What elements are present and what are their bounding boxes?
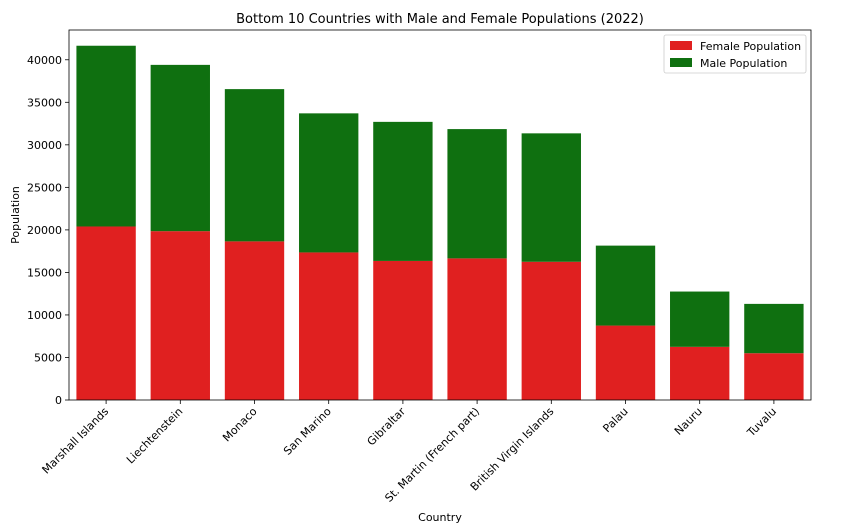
bar-female-6 [521,261,581,400]
plot-frame [68,29,812,401]
x-tick-label: Palau [600,405,630,435]
bar-female-8 [670,346,730,400]
legend-swatch-female [670,41,692,50]
y-tick-label: 15000 [27,266,62,279]
y-tick-label: 30000 [27,139,62,152]
bar-male-4 [373,121,433,261]
bar-male-5 [447,129,507,259]
x-axis: Marshall Islands Liechtenstein Monaco San M… [40,400,779,505]
bars [76,45,804,400]
legend-label-female: Female Population [700,40,801,53]
bar-male-9 [744,303,804,354]
x-tick-label: San Marino [281,405,334,458]
bar-male-3 [299,113,359,253]
x-tick-label: Marshall Islands [40,405,112,477]
y-tick-label: 5000 [34,351,62,364]
x-tick-label: British Virgin Islands [468,405,557,494]
bar-female-5 [447,258,507,400]
x-tick-label: Nauru [672,405,705,438]
bar-female-4 [373,260,433,400]
y-tick-label: 25000 [27,181,62,194]
bar-female-0 [76,226,136,400]
chart-title: Bottom 10 Countries with Male and Female… [236,12,644,27]
x-tick-label: Liechtenstein [124,405,185,466]
x-tick-label: Monaco [220,405,260,445]
bar-male-7 [595,245,656,326]
bar-male-6 [521,133,581,262]
bar-male-0 [76,45,136,227]
y-axis: 0 5000 10000 15000 20000 25000 30000 35000 40000 [27,54,69,407]
bar-male-1 [150,64,210,232]
y-tick-label: 35000 [27,96,62,109]
y-tick-label: 20000 [27,224,62,237]
bar-female-9 [744,353,804,400]
y-tick-label: 10000 [27,309,62,322]
bar-male-8 [670,291,730,347]
bar-female-2 [224,241,285,400]
bar-female-7 [595,325,656,400]
legend-box [663,34,807,74]
legend-swatch-male [670,58,692,67]
y-tick-label: 0 [55,394,62,407]
y-tick-label: 40000 [27,54,62,67]
legend-label-male: Male Population [700,57,787,70]
x-axis-label: Country [418,511,462,524]
y-axis-label: Population [9,186,22,244]
legend: Female Population Male Population [663,34,807,74]
x-tick-label: Gibraltar [365,405,409,449]
bar-male-2 [224,89,285,242]
x-tick-label: Tuvalu [744,405,779,440]
bar-female-3 [299,252,359,400]
bar-female-1 [150,231,210,400]
